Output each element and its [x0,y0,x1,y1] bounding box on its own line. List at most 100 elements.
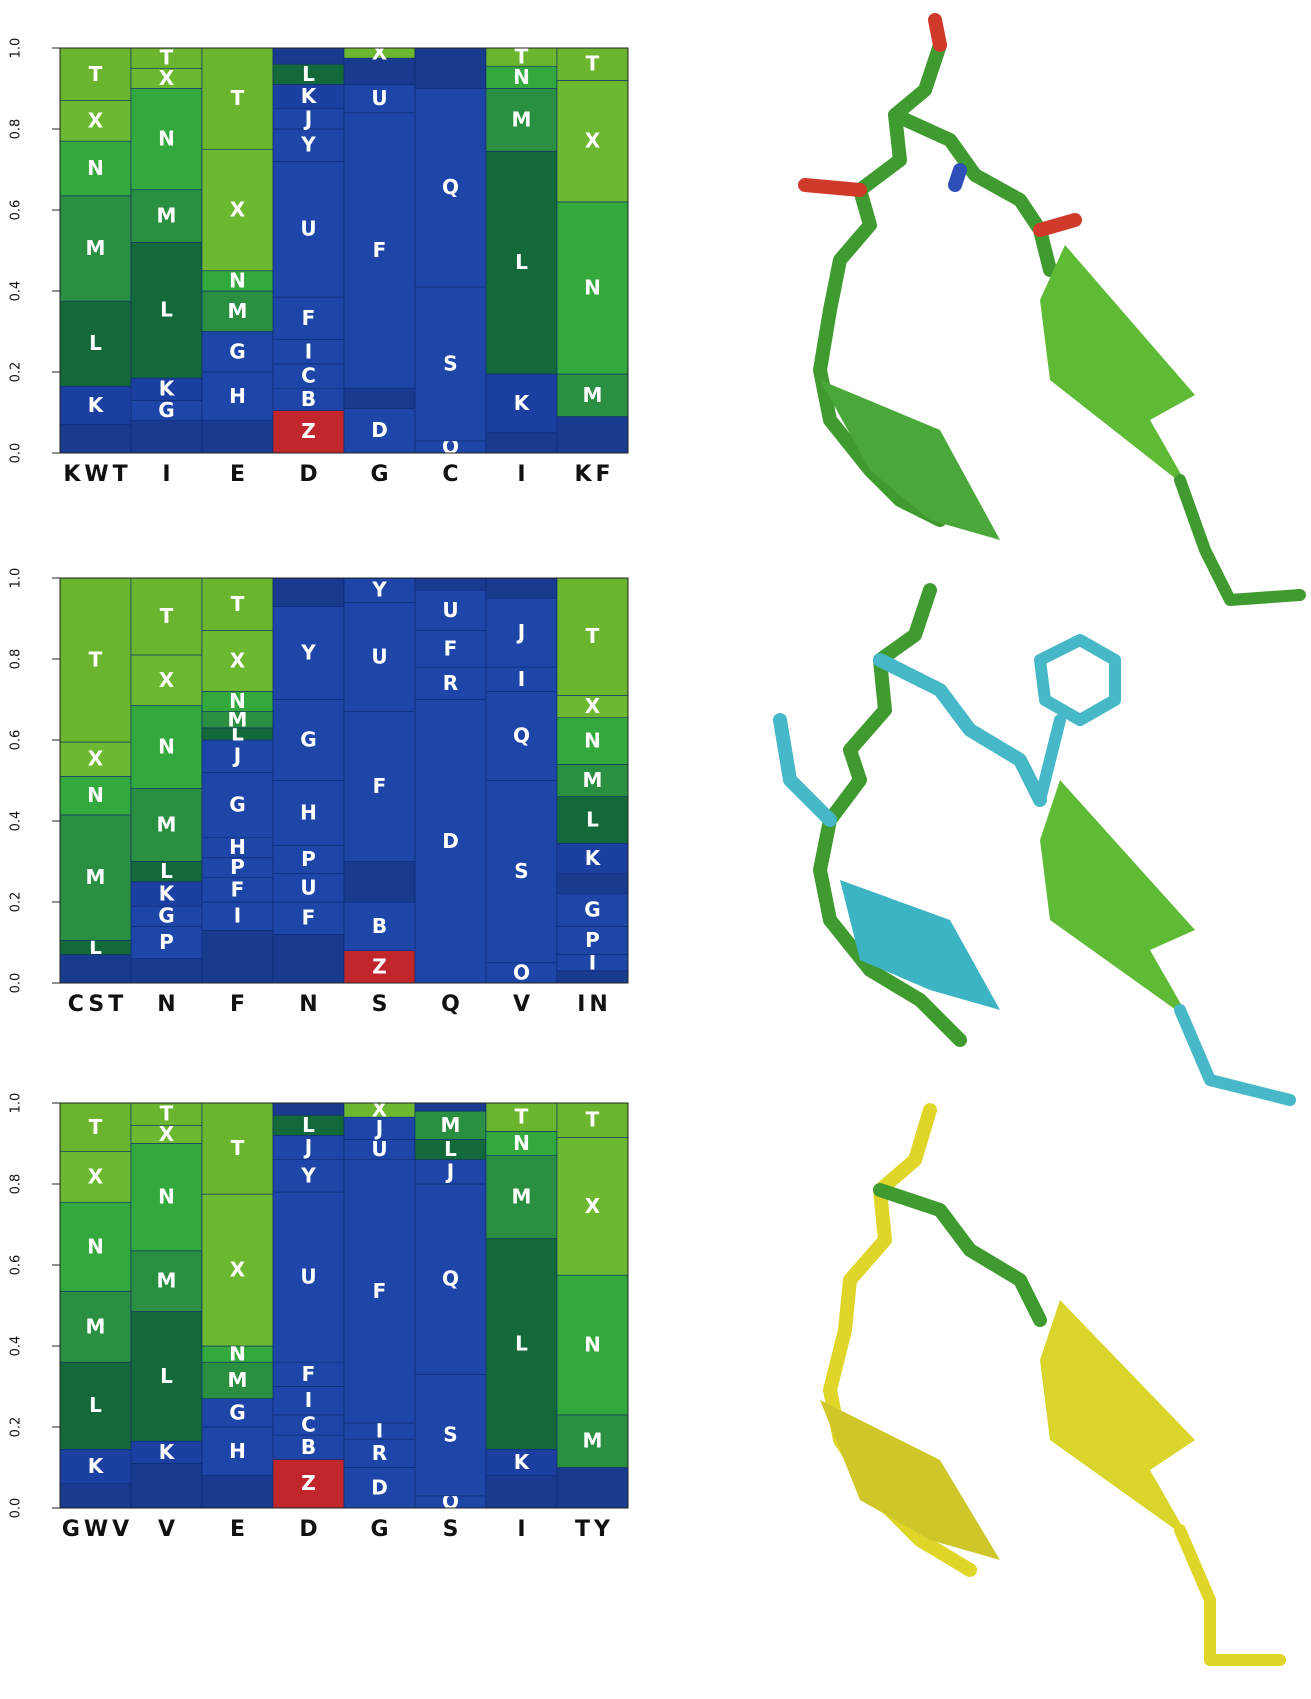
y-tick-label: 1.0 [9,1093,24,1114]
segment-label: X [88,747,104,771]
segment-label: X [230,649,246,673]
segment-label: Z [372,954,387,978]
segment-label: G [584,898,600,922]
segment-label: L [586,807,599,831]
segment-label: K [514,1450,531,1474]
segment-label: G [229,792,245,816]
segment-label: M [441,1113,461,1137]
bar-segment [131,959,202,983]
segment-label: L [89,331,102,355]
segment-label: B [301,1435,316,1459]
x-tick-label: E [230,462,249,487]
y-tick-label: 0.0 [9,973,24,994]
segment-label: G [158,904,174,928]
segment-label: N [87,783,104,807]
segment-label: Q [442,1267,459,1291]
segment-label: M [86,236,106,260]
y-tick-label: 0.6 [9,1255,24,1276]
segment-label: F [231,877,245,901]
segment-label: X [372,41,388,65]
bar-segment [557,417,628,453]
x-tick-label: I [517,1517,529,1542]
segment-label: K [159,1440,176,1464]
x-tick-label: F [230,992,249,1017]
segment-label: G [229,339,245,363]
figure: KLMNXTKWTGKLMNXTIHGMNXTEZBCIFUYJKLDDFUXG… [0,0,1311,1699]
segment-label: H [229,835,246,859]
segment-label: U [300,217,316,241]
segment-label: B [301,387,316,411]
bar-segment [60,425,131,453]
segment-label: P [159,930,174,954]
y-tick-label: 0.6 [9,730,24,751]
segment-label: I [518,667,525,691]
segment-label: D [442,829,459,853]
bar-segment [486,578,557,598]
segment-label: T [515,1105,529,1129]
y-tick-label: 0.4 [9,811,24,832]
segment-label: J [303,106,312,130]
structure-3 [820,1110,1280,1660]
x-tick-label: D [299,1517,321,1542]
bar-segment [415,578,486,590]
segment-label: N [584,1332,601,1356]
segment-label: J [445,1159,454,1183]
segment-label: H [229,384,246,408]
segment-label: H [229,1439,246,1463]
bar-segment [415,48,486,89]
segment-label: D [371,418,388,442]
bar-segment [344,388,415,408]
segment-label: F [302,1362,316,1386]
bar-segment [557,1468,628,1509]
segment-label: L [302,62,315,86]
segment-label: I [305,1388,312,1412]
segment-label: S [443,351,457,375]
segment-label: T [586,1108,600,1132]
x-tick-label: N [299,992,321,1017]
y-tick-label: 1.0 [9,38,24,59]
segment-label: O [513,960,530,984]
segment-label: X [585,1194,601,1218]
x-tick-label: KWT [63,462,131,487]
bar-segment [202,421,273,453]
y-tick-label: 0.2 [9,362,24,383]
segment-label: T [231,86,245,110]
segment-label: X [88,108,104,132]
segment-label: I [234,904,241,928]
segment-label: M [157,1269,177,1293]
y-tick-label: 0.4 [9,281,24,302]
segment-label: F [373,774,387,798]
segment-label: X [372,1098,388,1122]
segment-label: T [160,604,174,628]
segment-label: U [300,1265,316,1289]
bar-segment [415,1103,486,1111]
x-tick-label: S [372,992,392,1017]
segment-label: F [302,306,316,330]
segment-label: F [373,238,387,262]
segment-label: T [89,62,103,86]
bar-segment [557,874,628,894]
segment-label: N [229,268,246,292]
segment-label: T [231,1136,245,1160]
segment-label: L [515,250,528,274]
x-tick-label: GWV [62,1517,133,1542]
chart: LMNXTCSTPGKLMNXTNIFPHGJLMNXTFFUPHGYNZBFU… [9,568,629,1017]
segment-label: X [88,1164,104,1188]
segment-label: L [444,1137,457,1161]
segment-label: Z [301,1471,316,1495]
segment-label: U [300,875,316,899]
chart: KLMNXTGWVKLMNXTVHGMNXTEZBCIFUYJLDDRIFUJX… [9,1093,629,1542]
segment-label: Y [300,640,316,664]
segment-label: L [160,1364,173,1388]
bar-segment [273,48,344,64]
segment-label: T [160,1102,174,1126]
bar-segment [131,1463,202,1508]
segment-label: T [160,46,174,70]
x-tick-label: V [158,1517,179,1542]
y-tick-label: 0.6 [9,200,24,221]
segment-label: J [516,620,525,644]
segment-label: M [583,768,603,792]
segment-label: K [514,391,531,415]
segment-label: H [300,800,317,824]
segment-label: L [160,859,173,883]
